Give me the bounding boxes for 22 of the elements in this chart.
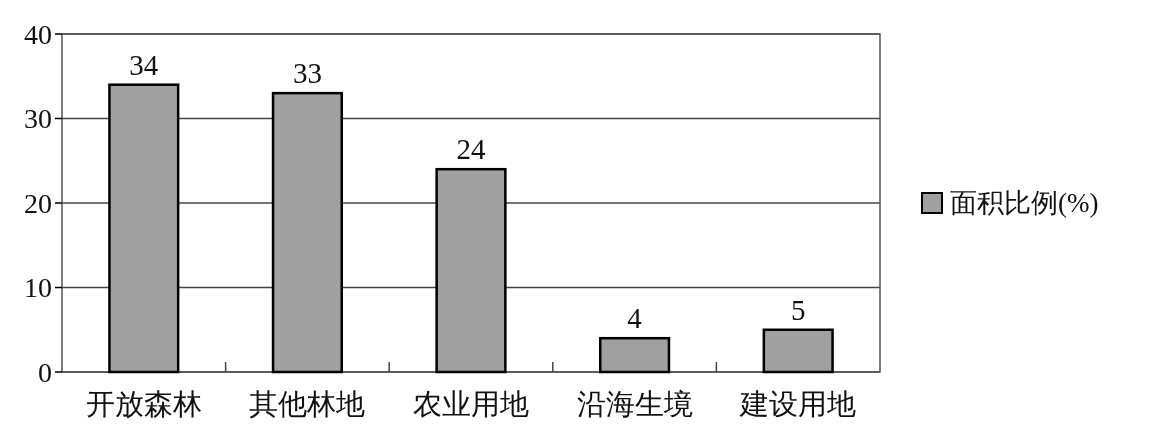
bar: [435, 167, 507, 374]
y-tick-label: 0: [38, 356, 52, 388]
bar: [762, 328, 834, 374]
data-label: 5: [790, 293, 806, 326]
y-tick-label: 30: [24, 103, 52, 134]
y-tick-label: 20: [24, 187, 52, 219]
x-tick-label: 开放森林: [85, 388, 202, 420]
y-tick-label: 10: [24, 272, 52, 303]
data-label: 4: [627, 302, 643, 335]
legend-label: 面积比例(%): [950, 188, 1099, 218]
bar: [108, 83, 180, 374]
legend: 面积比例(%): [921, 188, 1099, 218]
x-tick-label: 沿海生境: [576, 388, 693, 420]
x-tick-label: 其他林地: [249, 388, 366, 420]
bar: [271, 91, 344, 374]
x-tick-label: 建设用地: [739, 388, 857, 420]
data-label: 34: [129, 48, 159, 81]
y-tick-label: 40: [24, 18, 52, 50]
data-label: 33: [292, 57, 322, 90]
data-label: 24: [456, 133, 486, 166]
bar: [598, 336, 671, 374]
x-tick-label: 农业用地: [413, 388, 529, 420]
